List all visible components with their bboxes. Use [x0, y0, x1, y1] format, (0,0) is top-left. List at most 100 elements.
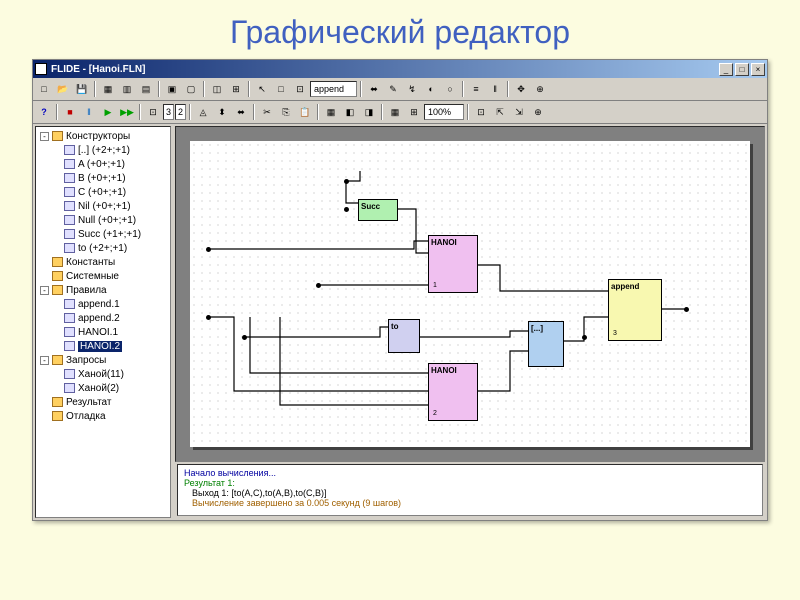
connection-dot[interactable] — [684, 307, 689, 312]
paste-icon[interactable]: 📋 — [296, 103, 314, 121]
tool-icon[interactable]: ⊕ — [529, 103, 547, 121]
tool-icon[interactable]: ⬌ — [232, 103, 250, 121]
tool-icon[interactable]: ⊡ — [144, 103, 162, 121]
item-icon — [64, 215, 75, 225]
tool-icon[interactable]: ◧ — [341, 103, 359, 121]
port-label: 1 — [433, 282, 437, 289]
tree-item[interactable]: -Правила — [38, 283, 168, 297]
tool-icon[interactable]: ◬ — [194, 103, 212, 121]
sidebar-tree[interactable]: - Конструкторы[..] (+2+;+1)A (+0+;+1) B (+… — [35, 126, 171, 518]
grid-icon[interactable]: ▦ — [386, 103, 404, 121]
tree-item[interactable]: Succ (+1+;+1) — [38, 227, 168, 241]
tool-icon[interactable]: ▤ — [137, 80, 155, 98]
tool-icon[interactable]: ▦ — [99, 80, 117, 98]
tree-item[interactable]: [..] (+2+;+1) — [38, 143, 168, 157]
tool-icon[interactable]: ⬍ — [213, 103, 231, 121]
ff-icon[interactable]: ▶▶ — [118, 103, 136, 121]
minimize-button[interactable]: _ — [719, 63, 733, 76]
new-icon[interactable]: □ — [35, 80, 53, 98]
connection-dot[interactable] — [206, 315, 211, 320]
tool-icon[interactable]: ○ — [441, 80, 459, 98]
tool-icon[interactable]: ▣ — [163, 80, 181, 98]
tool-icon[interactable]: ◫ — [208, 80, 226, 98]
connection-dot[interactable] — [206, 247, 211, 252]
tree-label: Nil (+0+;+1) — [78, 201, 131, 212]
canvas-viewport[interactable]: Succ HANOI1toHANOI2 [...] append3 — [175, 126, 765, 462]
tree-label: Ханой(11) — [78, 369, 124, 380]
tree-item[interactable]: A (+0+;+1) — [38, 157, 168, 171]
tree-item[interactable]: Ханой(2) — [38, 381, 168, 395]
block-to[interactable]: to — [388, 319, 420, 353]
tree-item[interactable]: Nil (+0+;+1) — [38, 199, 168, 213]
tool-icon[interactable]: ✎ — [384, 80, 402, 98]
copy-icon[interactable]: ⎘ — [277, 103, 295, 121]
tree-toggle-icon[interactable]: - — [40, 286, 49, 295]
tree-toggle-icon[interactable]: - — [40, 356, 49, 365]
connection-dot[interactable] — [316, 283, 321, 288]
tree-item[interactable]: append.2 — [38, 311, 168, 325]
connection-dot[interactable] — [242, 335, 247, 340]
connection-dot[interactable] — [344, 179, 349, 184]
connection-dot[interactable] — [344, 207, 349, 212]
close-button[interactable]: × — [751, 63, 765, 76]
tree-item[interactable]: Отладка — [38, 409, 168, 423]
block-hanoi1[interactable]: HANOI1 — [428, 235, 478, 293]
block-list[interactable]: [...] — [528, 321, 564, 367]
snap-icon[interactable]: ⊞ — [405, 103, 423, 121]
tool-icon[interactable]: □ — [272, 80, 290, 98]
stop-icon[interactable]: ■ — [61, 103, 79, 121]
pause-icon[interactable]: ‖ — [80, 103, 98, 121]
tool-icon[interactable]: ▥ — [118, 80, 136, 98]
tree-item[interactable]: B (+0+;+1) — [38, 171, 168, 185]
tool-icon[interactable]: ⊡ — [472, 103, 490, 121]
block-append[interactable]: append3 — [608, 279, 662, 341]
tool-icon[interactable]: ↯ — [403, 80, 421, 98]
spin-1[interactable]: 3 — [163, 104, 174, 120]
maximize-button[interactable]: □ — [735, 63, 749, 76]
tool-icon[interactable]: ⊡ — [291, 80, 309, 98]
tool-icon[interactable]: ≡ — [467, 80, 485, 98]
tool-icon[interactable]: ‖ — [486, 80, 504, 98]
app-window: FLIDE - [Hanoi.FLN] _ □ × □ 📂 💾 ▦ ▥ ▤ ▣ … — [32, 59, 768, 521]
tree-item[interactable]: Результат — [38, 395, 168, 409]
tool-icon[interactable]: ⊞ — [227, 80, 245, 98]
tree-item[interactable]: C (+0+;+1) — [38, 185, 168, 199]
tool-icon[interactable]: ◐ — [422, 80, 440, 98]
block-succ[interactable]: Succ — [358, 199, 398, 221]
tool-icon[interactable]: ⇱ — [491, 103, 509, 121]
tree-item[interactable]: to (+2+;+1) — [38, 241, 168, 255]
tree-item[interactable]: Системные — [38, 269, 168, 283]
help-icon[interactable]: ? — [35, 103, 53, 121]
open-icon[interactable]: 📂 — [54, 80, 72, 98]
connection-dot[interactable] — [582, 335, 587, 340]
tool-icon[interactable]: ▦ — [322, 103, 340, 121]
tool-icon[interactable]: ✥ — [512, 80, 530, 98]
tree-item[interactable]: HANOI.2 — [38, 339, 168, 353]
tree-item[interactable]: HANOI.1 — [38, 325, 168, 339]
tree-label: Константы — [66, 257, 115, 268]
diagram-canvas[interactable]: Succ HANOI1toHANOI2 [...] append3 — [190, 141, 750, 447]
cut-icon[interactable]: ✂ — [258, 103, 276, 121]
tree-toggle-icon[interactable]: - — [40, 132, 49, 141]
zoom-combo[interactable]: 100% — [424, 104, 464, 120]
tree-label: Конструкторы — [66, 131, 130, 142]
tree-item[interactable]: Null (+0+;+1) — [38, 213, 168, 227]
arrow-icon[interactable]: ↖ — [253, 80, 271, 98]
tree-item[interactable]: Ханой(11) — [38, 367, 168, 381]
tree-label: B (+0+;+1) — [78, 173, 126, 184]
tool-icon[interactable]: ◨ — [360, 103, 378, 121]
titlebar[interactable]: FLIDE - [Hanoi.FLN] _ □ × — [33, 60, 767, 78]
tool-icon[interactable]: ▢ — [182, 80, 200, 98]
tool-icon[interactable]: ⊕ — [531, 80, 549, 98]
block-hanoi2[interactable]: HANOI2 — [428, 363, 478, 421]
tree-item[interactable]: Константы — [38, 255, 168, 269]
play-icon[interactable]: ▶ — [99, 103, 117, 121]
tool-icon[interactable]: ⇲ — [510, 103, 528, 121]
tree-item[interactable]: -Запросы — [38, 353, 168, 367]
combo-function[interactable]: append — [310, 81, 357, 97]
tree-item[interactable]: append.1 — [38, 297, 168, 311]
spin-2[interactable]: 2 — [175, 104, 186, 120]
save-icon[interactable]: 💾 — [73, 80, 91, 98]
tree-item[interactable]: - Конструкторы — [38, 129, 168, 143]
tool-icon[interactable]: ⬌ — [365, 80, 383, 98]
